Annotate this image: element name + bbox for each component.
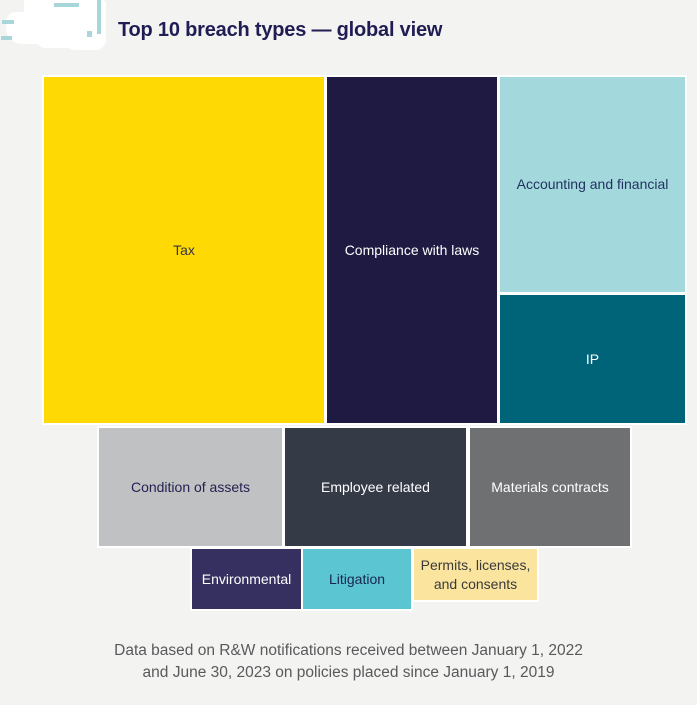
treemap-tile-ip: IP (500, 295, 685, 423)
treemap-tile-environmental: Environmental (192, 549, 301, 609)
logo-accent-mark (54, 3, 79, 7)
treemap-tile-materials-contracts: Materials contracts (470, 428, 630, 546)
treemap-tile-litigation: Litigation (303, 549, 411, 609)
treemap-tile-compliance-with-laws: Compliance with laws (327, 77, 497, 423)
treemap-tile-employee-related: Employee related (285, 428, 466, 546)
logo-accent-mark (1, 36, 12, 40)
company-logo-redacted (1, 0, 110, 52)
treemap-tile-accounting-and-financial: Accounting and financial (500, 77, 685, 292)
footnote-line: and June 30, 2023 on policies placed sin… (142, 664, 555, 681)
page-title: Top 10 breach types — global view (118, 19, 443, 41)
logo-accent-mark (2, 20, 14, 24)
logo-accent-mark (97, 0, 101, 34)
treemap-tile-tax: Tax (44, 77, 324, 423)
footnote-line: Data based on R&W notifications received… (114, 642, 583, 659)
logo-whiteout-shape (36, 30, 96, 48)
treemap-tile-permits-licenses-consents: Permits, licenses, and consents (414, 549, 537, 600)
treemap-tile-condition-of-assets: Condition of assets (99, 428, 282, 546)
data-source-footnote: Data based on R&W notifications received… (0, 640, 697, 684)
logo-accent-mark (87, 31, 92, 37)
